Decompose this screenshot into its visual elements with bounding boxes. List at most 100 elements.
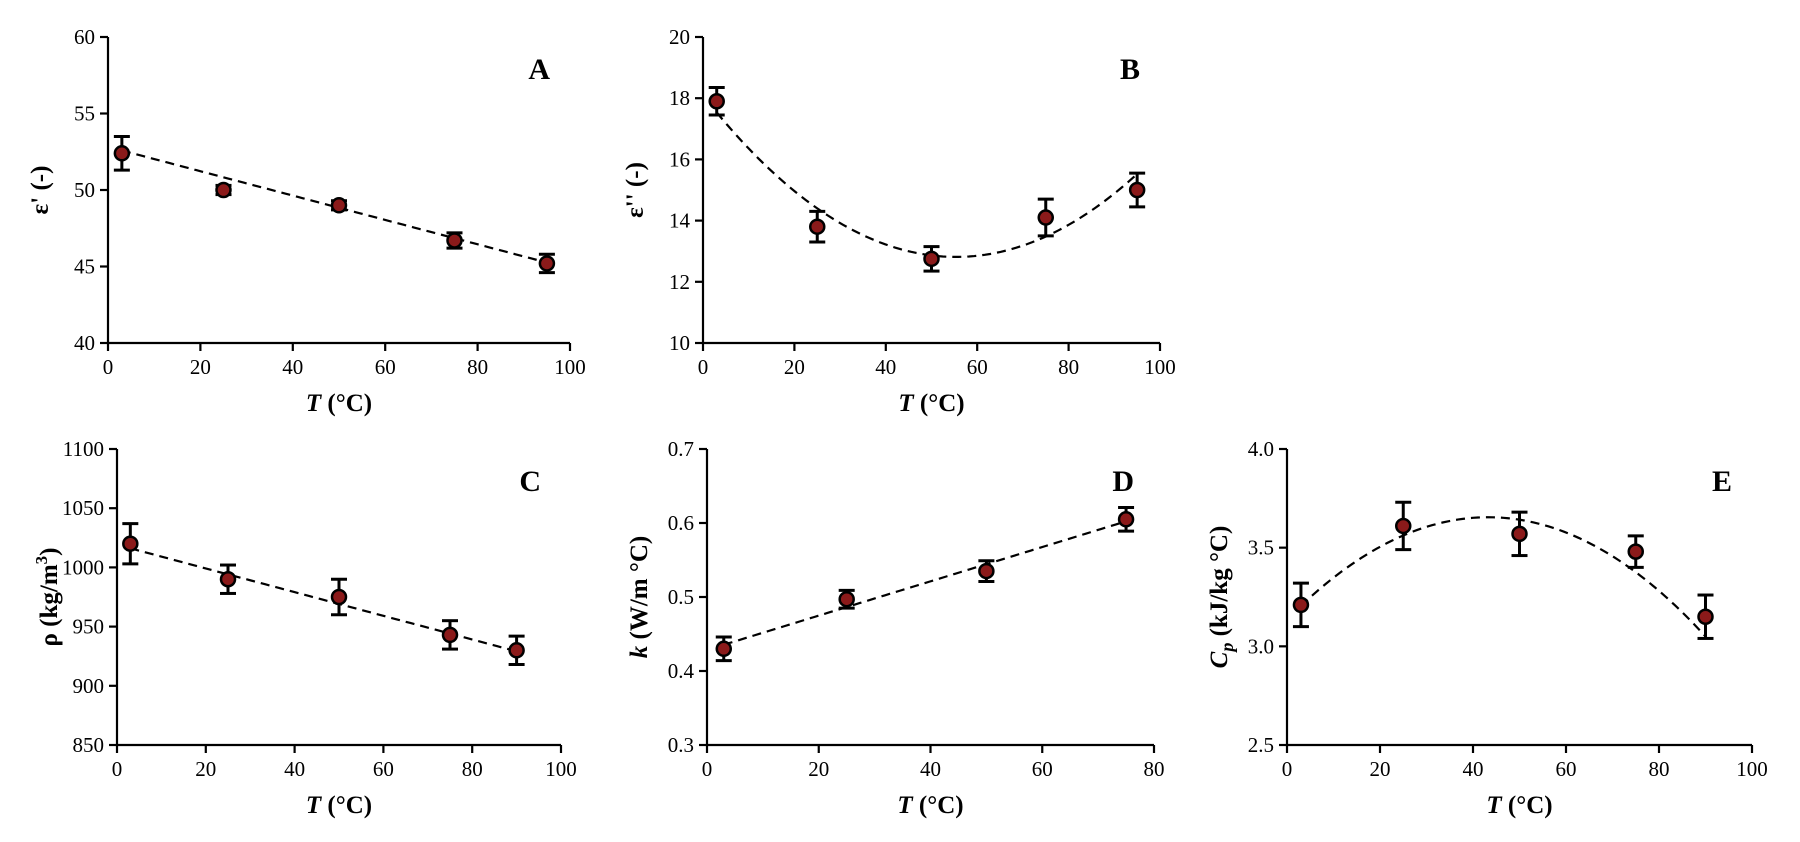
x-tick-label: 100 bbox=[1736, 757, 1768, 781]
data-marker bbox=[978, 562, 995, 580]
axis-lines bbox=[106, 37, 570, 345]
data-point bbox=[330, 197, 348, 214]
panel-letter: D bbox=[1112, 465, 1134, 498]
panel-c: 0 20 40 60 80 100 850 900 950 1000 1050 1100 T (°C) ρ… bbox=[32, 437, 577, 819]
data-marker bbox=[122, 535, 139, 552]
x-axis-label: T (°C) bbox=[898, 390, 964, 417]
y-tick-label: 20 bbox=[669, 25, 690, 49]
x-axis-unit: (°C) bbox=[913, 792, 964, 819]
data-point bbox=[1117, 505, 1135, 533]
data-marker bbox=[1037, 209, 1054, 226]
data-point bbox=[446, 231, 463, 250]
y-axis-label: ε'' (-) bbox=[622, 162, 649, 218]
data-marker bbox=[1697, 608, 1714, 625]
data-marker bbox=[441, 626, 459, 644]
x-axis-label: T (°C) bbox=[306, 390, 372, 417]
data-marker bbox=[1117, 511, 1135, 528]
y-axis-symbol: k bbox=[626, 645, 653, 658]
y-tick-label: 40 bbox=[74, 331, 95, 355]
x-axis-symbol: T bbox=[898, 390, 915, 417]
data-point bbox=[1395, 500, 1412, 552]
data-marker bbox=[809, 218, 826, 235]
data-marker bbox=[715, 640, 733, 658]
panel-letter: A bbox=[528, 53, 550, 86]
y-axis-symbol: ε' (-) bbox=[27, 166, 54, 215]
data-point bbox=[508, 634, 525, 666]
x-tick-label: 80 bbox=[467, 355, 488, 379]
x-tick-label: 60 bbox=[1032, 757, 1053, 781]
data-point bbox=[1037, 197, 1054, 238]
data-point bbox=[538, 252, 556, 275]
y-axis-symbol: C bbox=[1206, 651, 1233, 668]
x-axis-label: T (°C) bbox=[1486, 792, 1552, 819]
panel-b: 0 20 40 60 80 100 10 12 14 16 18 20 T (°C) ε'' (-) B bbox=[622, 25, 1176, 417]
y-tick-label: 18 bbox=[669, 86, 690, 110]
y-tick-label: 2.5 bbox=[1248, 733, 1274, 757]
data-point bbox=[113, 134, 131, 172]
x-axis-unit: (°C) bbox=[321, 792, 372, 819]
y-axis-symbol: ρ (kg/m bbox=[36, 564, 63, 646]
x-axis-label: T (°C) bbox=[306, 792, 372, 819]
data-marker bbox=[219, 570, 237, 588]
x-tick-label: 20 bbox=[195, 757, 216, 781]
data-marker bbox=[446, 232, 463, 249]
x-tick-label: 0 bbox=[112, 757, 123, 781]
x-tick-label: 40 bbox=[920, 757, 941, 781]
x-axis-symbol: T bbox=[897, 792, 914, 819]
y-tick-label: 50 bbox=[74, 178, 95, 202]
x-tick-label: 60 bbox=[373, 757, 394, 781]
data-point bbox=[219, 563, 237, 595]
fit-curve bbox=[1300, 516, 1707, 638]
data-point bbox=[1511, 510, 1528, 558]
x-axis-unit: (°C) bbox=[1502, 792, 1553, 819]
y-tick-label: 0.6 bbox=[668, 511, 694, 535]
x-axis-label: T (°C) bbox=[897, 792, 963, 819]
data-marker bbox=[923, 250, 940, 268]
x-axis-symbol: T bbox=[306, 390, 323, 417]
x-tick-label: 20 bbox=[190, 355, 211, 379]
y-axis-symbol: ε'' (-) bbox=[622, 162, 649, 218]
x-axis-symbol: T bbox=[306, 792, 323, 819]
y-axis-unit: ) bbox=[36, 548, 63, 556]
axis-lines bbox=[1285, 449, 1752, 747]
x-tick-label: 0 bbox=[103, 355, 114, 379]
data-point bbox=[1627, 534, 1644, 569]
y-tick-label: 0.7 bbox=[668, 437, 694, 461]
x-tick-label: 80 bbox=[462, 757, 483, 781]
y-tick-label: 850 bbox=[73, 733, 105, 757]
data-marker bbox=[215, 181, 232, 199]
x-axis-symbol: T bbox=[1486, 792, 1503, 819]
y-tick-label: 4.0 bbox=[1248, 437, 1274, 461]
data-point bbox=[923, 245, 940, 273]
x-tick-label: 60 bbox=[967, 355, 988, 379]
axis-lines bbox=[701, 37, 1160, 345]
y-tick-label: 900 bbox=[73, 674, 105, 698]
x-tick-label: 80 bbox=[1058, 355, 1079, 379]
x-tick-label: 60 bbox=[375, 355, 396, 379]
y-tick-label: 1100 bbox=[63, 437, 104, 461]
panel-letter: E bbox=[1712, 465, 1732, 498]
y-tick-label: 1050 bbox=[62, 496, 104, 520]
y-tick-label: 16 bbox=[669, 147, 690, 171]
data-marker bbox=[330, 197, 348, 214]
y-tick-label: 45 bbox=[74, 255, 95, 279]
data-point bbox=[122, 522, 139, 566]
y-axis-subscript: p bbox=[1217, 643, 1237, 654]
fit-curve bbox=[121, 149, 548, 264]
y-axis-label: Cp (kJ/kg °C) bbox=[1206, 526, 1237, 669]
data-marker bbox=[1627, 543, 1644, 560]
data-point bbox=[978, 559, 995, 583]
x-tick-label: 20 bbox=[1370, 757, 1391, 781]
y-axis-unit: (W/m °C) bbox=[626, 536, 653, 646]
y-tick-label: 55 bbox=[74, 102, 95, 126]
y-axis-label: k (W/m °C) bbox=[626, 536, 653, 658]
x-tick-label: 100 bbox=[554, 355, 586, 379]
data-point bbox=[330, 577, 348, 617]
y-tick-label: 1000 bbox=[62, 555, 104, 579]
data-marker bbox=[330, 588, 348, 606]
x-tick-label: 0 bbox=[698, 355, 709, 379]
data-point bbox=[215, 181, 232, 199]
x-tick-label: 0 bbox=[702, 757, 713, 781]
